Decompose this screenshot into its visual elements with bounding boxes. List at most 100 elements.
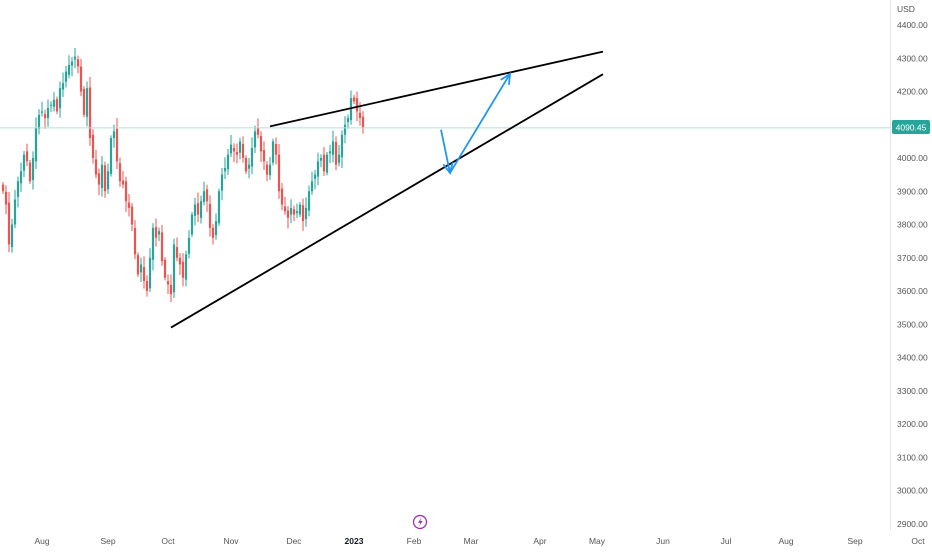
- candle-body: [106, 171, 110, 190]
- candle-body: [283, 206, 287, 212]
- candle-body: [43, 114, 47, 119]
- candle-body: [337, 154, 341, 163]
- candle-body: [61, 83, 65, 90]
- candle-body: [358, 112, 362, 119]
- candle-body: [184, 254, 188, 280]
- time-tick-label: Dec: [286, 536, 302, 546]
- last-price-badge-bg: [892, 120, 930, 134]
- candle-body: [229, 144, 233, 154]
- candle-body: [118, 163, 122, 182]
- candle-body: [208, 203, 212, 228]
- candle-body: [175, 247, 179, 258]
- candle-body: [37, 114, 41, 129]
- candle-body: [292, 209, 296, 215]
- candle-body: [115, 128, 119, 162]
- candle-body: [139, 264, 143, 273]
- candle-body: [151, 227, 155, 260]
- candle-body: [295, 211, 299, 214]
- candle-body: [16, 181, 20, 197]
- candle-body: [127, 202, 131, 208]
- candle-body: [343, 124, 347, 135]
- lightning-bolt-icon[interactable]: [412, 514, 428, 530]
- candle-body: [316, 161, 320, 177]
- time-tick-label: Aug: [778, 536, 793, 546]
- candle-body: [76, 59, 80, 67]
- time-tick-label: Apr: [533, 536, 546, 546]
- candle-body: [166, 281, 170, 285]
- time-tick-label: Oct: [911, 536, 925, 546]
- candle-body: [205, 189, 209, 202]
- candle-body: [253, 131, 257, 148]
- price-axis[interactable]: USD 2900.00 3000.00 3100.00 3200.00 3300.00 3…: [897, 4, 928, 529]
- candle-body: [244, 158, 248, 172]
- candle-body: [325, 154, 329, 173]
- candle-body: [250, 148, 254, 167]
- candle-body: [190, 214, 194, 235]
- candle-body: [232, 148, 236, 152]
- candle-body: [187, 237, 191, 254]
- candle-body: [19, 171, 23, 184]
- candle-body: [181, 261, 185, 278]
- candle-body: [307, 191, 311, 211]
- candle-body: [262, 150, 266, 162]
- candle-body: [154, 227, 158, 238]
- candle-body: [268, 164, 272, 176]
- candle-body: [328, 151, 332, 154]
- candle-body: [169, 285, 173, 295]
- candle-body: [199, 201, 203, 218]
- candle-body: [238, 141, 242, 153]
- candle-body: [280, 188, 284, 205]
- drawings-layer[interactable]: [0, 50, 890, 329]
- candle-body: [211, 227, 215, 238]
- candle-body: [277, 154, 281, 192]
- candle-body: [25, 151, 29, 162]
- time-tick-label: Nov: [223, 536, 239, 546]
- price-tick-label: 4000.00: [897, 153, 928, 163]
- candle-body: [259, 136, 263, 152]
- candle-body: [34, 128, 38, 162]
- candle-body: [103, 165, 107, 192]
- candle-body: [334, 142, 338, 165]
- price-tick-label: 4400.00: [897, 20, 928, 30]
- candle-body: [124, 181, 128, 202]
- candle-body: [52, 99, 56, 107]
- candle-body: [304, 207, 308, 220]
- candle-body: [214, 221, 218, 236]
- upper-trendline[interactable]: [269, 50, 604, 128]
- last-price-value: 4090.45: [896, 123, 927, 133]
- price-tick-label: 3100.00: [897, 452, 928, 462]
- candle-body: [265, 164, 269, 175]
- candle-body: [13, 199, 17, 225]
- candle-body: [109, 138, 113, 174]
- candle-body: [247, 164, 251, 169]
- candle-body: [340, 134, 344, 158]
- candle-body: [271, 141, 275, 163]
- candle-body: [91, 134, 95, 158]
- candle-body: [226, 154, 230, 170]
- price-tick-label: 3500.00: [897, 319, 928, 329]
- candle-body: [136, 255, 140, 275]
- candle-body: [346, 118, 350, 123]
- candle-body: [31, 158, 35, 180]
- time-axis[interactable]: Aug Sep Oct Nov Dec 2023 Feb Mar Apr May Jun Jul Aug…: [34, 536, 925, 546]
- lower-trendline[interactable]: [170, 73, 604, 329]
- candle-body: [40, 111, 44, 113]
- candle-body: [286, 210, 290, 218]
- price-tick-label: 3900.00: [897, 186, 928, 196]
- time-tick-label: Sep: [847, 536, 862, 546]
- candle-body: [172, 244, 176, 293]
- candle-body: [88, 87, 92, 139]
- candle-body: [310, 181, 314, 192]
- time-tick-label: Mar: [464, 536, 479, 546]
- candle-body: [217, 191, 221, 224]
- candle-body: [67, 64, 71, 75]
- candle-body: [28, 162, 32, 182]
- candle-body: [322, 154, 326, 172]
- candle-body: [73, 56, 77, 60]
- price-tick-label: 3300.00: [897, 386, 928, 396]
- time-tick-label: Sep: [100, 536, 115, 546]
- projection-arrow-up[interactable]: [449, 72, 512, 174]
- time-tick-label: Oct: [161, 536, 175, 546]
